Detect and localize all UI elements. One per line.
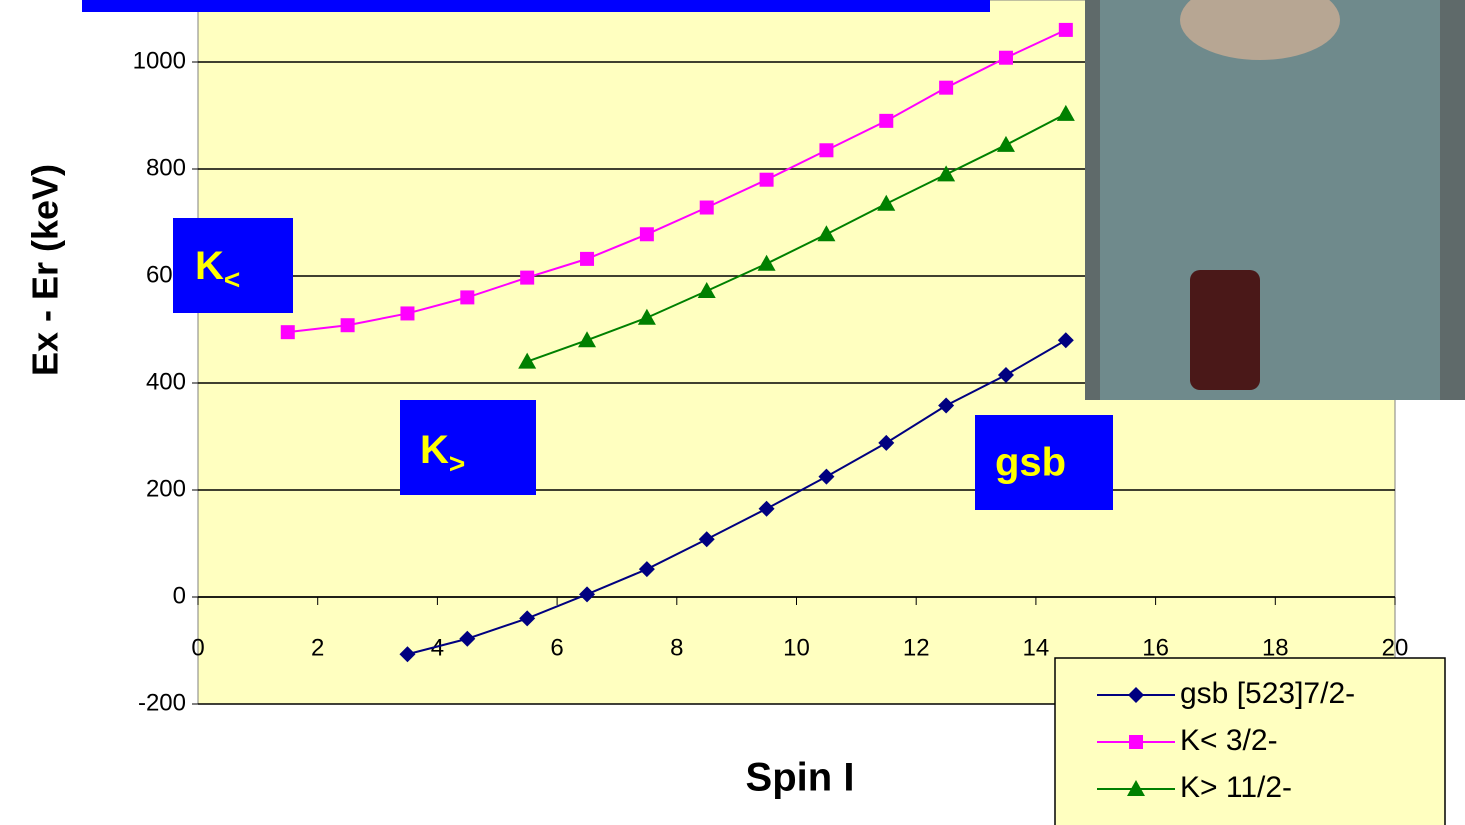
marker [819, 143, 833, 157]
x-tick-label: 0 [191, 634, 204, 661]
annotation-sub: > [449, 448, 465, 479]
legend-label: K> 11/2- [1180, 771, 1292, 804]
x-tick-label: 14 [1023, 634, 1050, 661]
marker [580, 252, 594, 266]
glass [1190, 270, 1260, 390]
marker [520, 271, 534, 285]
y-axis-title: Ex - Er (keV) [25, 164, 66, 376]
x-tick-label: 10 [783, 634, 810, 661]
marker [640, 227, 654, 241]
page: {"chart_data": {"type": "line", "x_label… [0, 0, 1465, 825]
marker [281, 325, 295, 339]
annotation-text: K [420, 428, 449, 472]
marker [460, 290, 474, 304]
legend-label: gsb [523]7/2- [1180, 677, 1355, 710]
annotation-sub: < [224, 264, 240, 295]
y-tick-label: 200 [146, 475, 186, 502]
y-tick-label: -200 [138, 689, 186, 716]
y-tick-label: 0 [173, 582, 186, 609]
y-tick-label: 800 [146, 154, 186, 181]
x-tick-label: 2 [311, 634, 324, 661]
marker [939, 81, 953, 95]
marker [999, 51, 1013, 65]
x-tick-label: 12 [903, 634, 930, 661]
y-tick-label: 1000 [133, 47, 186, 74]
photo [1085, 0, 1465, 400]
marker [400, 306, 414, 320]
marker [879, 114, 893, 128]
y-tick-label: 400 [146, 368, 186, 395]
legend-label: K< 3/2- [1180, 724, 1278, 757]
marker [1129, 735, 1143, 749]
annotation: gsb [995, 441, 1066, 485]
x-axis-title: Spin I [746, 756, 855, 800]
marker [1059, 23, 1073, 37]
marker [341, 318, 355, 332]
x-tick-label: 8 [670, 634, 683, 661]
chart: -2000200400600800100002468101214161820 K… [0, 0, 1465, 825]
marker [760, 173, 774, 187]
marker [700, 201, 714, 215]
shirt [1100, 0, 1440, 400]
annotation-text: K [195, 244, 224, 288]
x-tick-label: 6 [550, 634, 563, 661]
title-box [82, 0, 990, 12]
